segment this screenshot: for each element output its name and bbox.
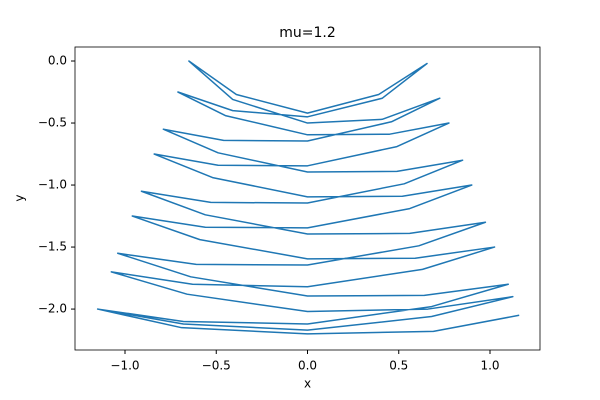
- chart-title: mu=1.2: [279, 25, 336, 41]
- y-axis-label: y: [13, 194, 27, 201]
- x-tick-label: −0.5: [202, 359, 231, 373]
- x-tick-label: 1.0: [480, 359, 499, 373]
- x-tick-label: −1.0: [110, 359, 139, 373]
- x-tick-label: 0.5: [389, 359, 408, 373]
- plot-frame: [74, 46, 541, 351]
- y-tick-label: −0.5: [38, 116, 67, 130]
- x-tick-label: 0.0: [298, 359, 317, 373]
- y-tick-label: −2.0: [38, 302, 67, 316]
- y-tick-label: 0.0: [48, 54, 67, 68]
- y-tick-label: −1.5: [38, 240, 67, 254]
- y-tick-label: −1.0: [38, 178, 67, 192]
- x-axis-label: x: [304, 377, 311, 391]
- data-line: [96, 60, 520, 335]
